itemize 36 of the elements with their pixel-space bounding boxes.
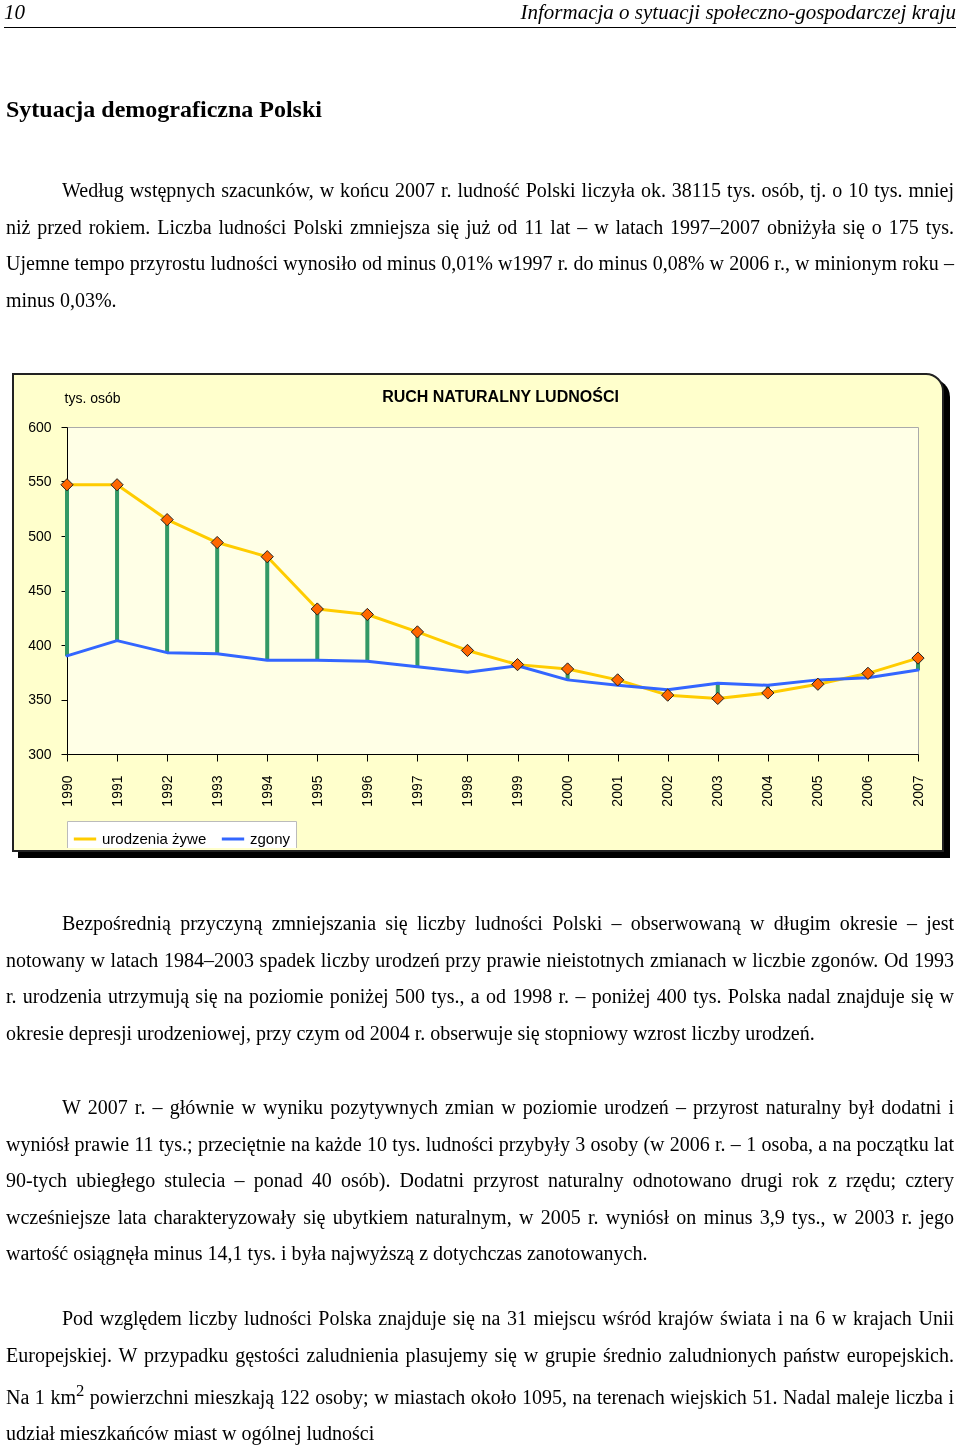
x-tick-label: 1991	[108, 775, 125, 807]
x-tick-label: 1990	[58, 775, 75, 807]
text: Informacja o sytuacji społeczno-gospodarczej kraju	[520, 0, 956, 25]
y-axis-title: tys. osób	[64, 389, 121, 406]
x-tick-label: 2003	[709, 775, 726, 807]
x-tick-label: 2002	[659, 775, 676, 807]
y-tick-label: 450	[28, 582, 52, 598]
y-tick-label: 600	[28, 418, 52, 435]
x-tick-label: 2005	[809, 775, 826, 807]
x-tick-label: 1992	[158, 775, 175, 807]
x-tick-label: 1996	[358, 775, 375, 807]
x-tick-label: 2006	[859, 775, 876, 807]
x-tick-label: 1998	[458, 775, 475, 807]
y-tick-label: 400	[28, 636, 52, 653]
x-tick-label: 2004	[759, 775, 776, 807]
x-tick-label: 2007	[909, 775, 926, 807]
text: 10	[4, 0, 25, 25]
chart-title: RUCH NATURALNY LUDNOŚCI	[382, 387, 619, 405]
text: Bezpośrednią przyczyną zmniejszania się liczby ludności Polski – obserwowaną w długim okresie – jest notowany w latach 1984–2003 spadek liczby urodzeń przy prawie nieistotnych zmianach w liczbie zgonów. Od 1993 r. urodzenia utrzymują się na poziomie poniżej 500 tys., a od 1998 r. – poniżej 400 tys. Polska nadal znajduje się w okresie depresji urodzeniowej, przy czym od 2004 r. obserwuje się stopniowy wzrost liczby urodzeń.	[6, 911, 954, 1047]
y-tick-label: 350	[28, 691, 52, 707]
x-tick-label: 1999	[509, 775, 526, 807]
x-tick-label: 1997	[408, 775, 425, 807]
x-tick-label: 1995	[308, 775, 325, 807]
x-tick-label: 1993	[208, 775, 225, 807]
text: Według wstępnych szacunków, w końcu 2007 r. ludność Polski liczyła ok. 38115 tys. osób, tj. o 10 tys. mniej niż przed rokiem. Liczba ludności Polski zmniejsza się już od 11 lat – w latach 1997–2007 obniżyła się o 175 tys. Ujemne tempo przyrostu ludności wynosiło od minus 0,01% w1997 r. do minus 0,08% w 2006 r., w minionym roku – minus 0,03%.	[6, 178, 954, 313]
legend-label: urodzenia żywe	[102, 830, 207, 847]
text: W 2007 r. – głównie w wyniku pozytywnych zmian w poziomie urodzeń – przyrost naturalny był dodatni i wyniósł prawie 11 tys.; przeciętnie na każde 10 tys. ludności przybyły 3 osoby (w 2006 r. – 1 osoba, a na początku lat 90-tych ubiegłego stulecia – ponad 40 osób). Dodatni przyrost naturalny odnotowano drugi rok z rzędu; cztery wcześniejsze lata charakteryzowały się ubytkiem naturalnym, w 2005 r. wyniósł on minus 3,9 tys., w 2003 r. jego wartość osiągnęła minus 14,1 tys. i była najwyższą z dotychczas zanotowanych.	[6, 1095, 954, 1267]
x-tick-label: 2000	[559, 775, 576, 807]
legend-label: zgony	[250, 830, 291, 847]
x-tick-label: 1994	[258, 775, 275, 807]
text: Pod względem liczby ludności Polska znajduje się na 31 miejscu wśród krajów świata i na 6 w krajach Unii Europejskiej. W przypadku gęstości zaludnienia plasujemy się w grupie średnio zaludnionych państw europejskich. Na 1 km$^{2}$ powierzchni mieszkają 122 osoby; w miastach około 1095, na terenach wiejskich 51. Nadal maleje liczba i udział mieszkańców miast w ogólnej ludności	[6, 1306, 954, 1447]
text: Sytuacja demograficzna Polski	[6, 96, 322, 123]
y-tick-label: 550	[28, 473, 52, 489]
y-tick-label: 300	[28, 745, 52, 762]
x-tick-label: 2001	[609, 775, 626, 807]
y-tick-label: 500	[28, 527, 52, 544]
